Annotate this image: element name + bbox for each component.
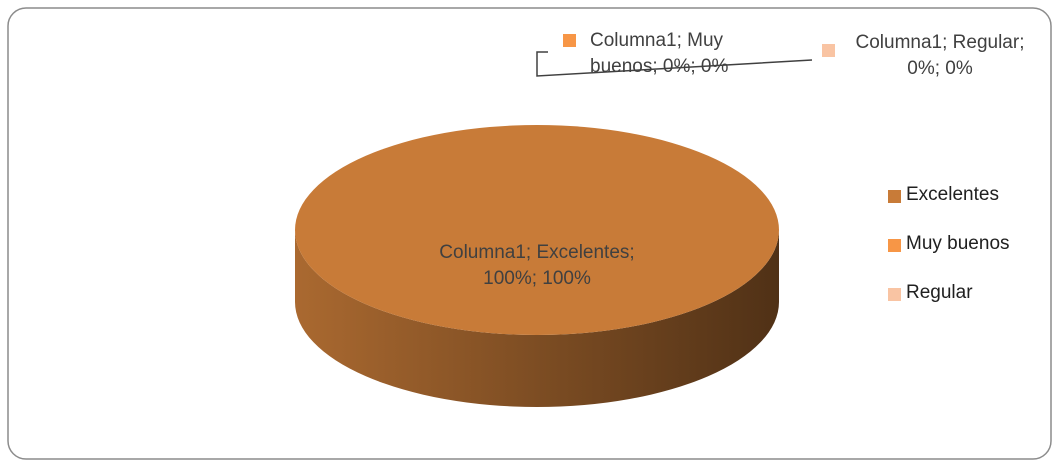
legend-key — [888, 239, 901, 252]
legend-key — [888, 190, 901, 203]
pie-slice — [295, 125, 779, 335]
data-label: Columna1; Excelentes; 100%; 100% — [439, 242, 635, 289]
data-label: Columna1; Regular; 0%; 0% — [855, 32, 1025, 79]
leader-line — [536, 51, 813, 77]
label-key — [822, 44, 835, 57]
legend-label: Regular — [906, 282, 973, 303]
legend-label: Excelentes — [906, 184, 999, 205]
data-label: Columna1; Muy buenos; 0%; 0% — [590, 30, 729, 77]
label-key — [563, 34, 576, 47]
legend-label: Muy buenos — [906, 233, 1010, 254]
legend-key — [888, 288, 901, 301]
pie-side — [295, 230, 779, 407]
